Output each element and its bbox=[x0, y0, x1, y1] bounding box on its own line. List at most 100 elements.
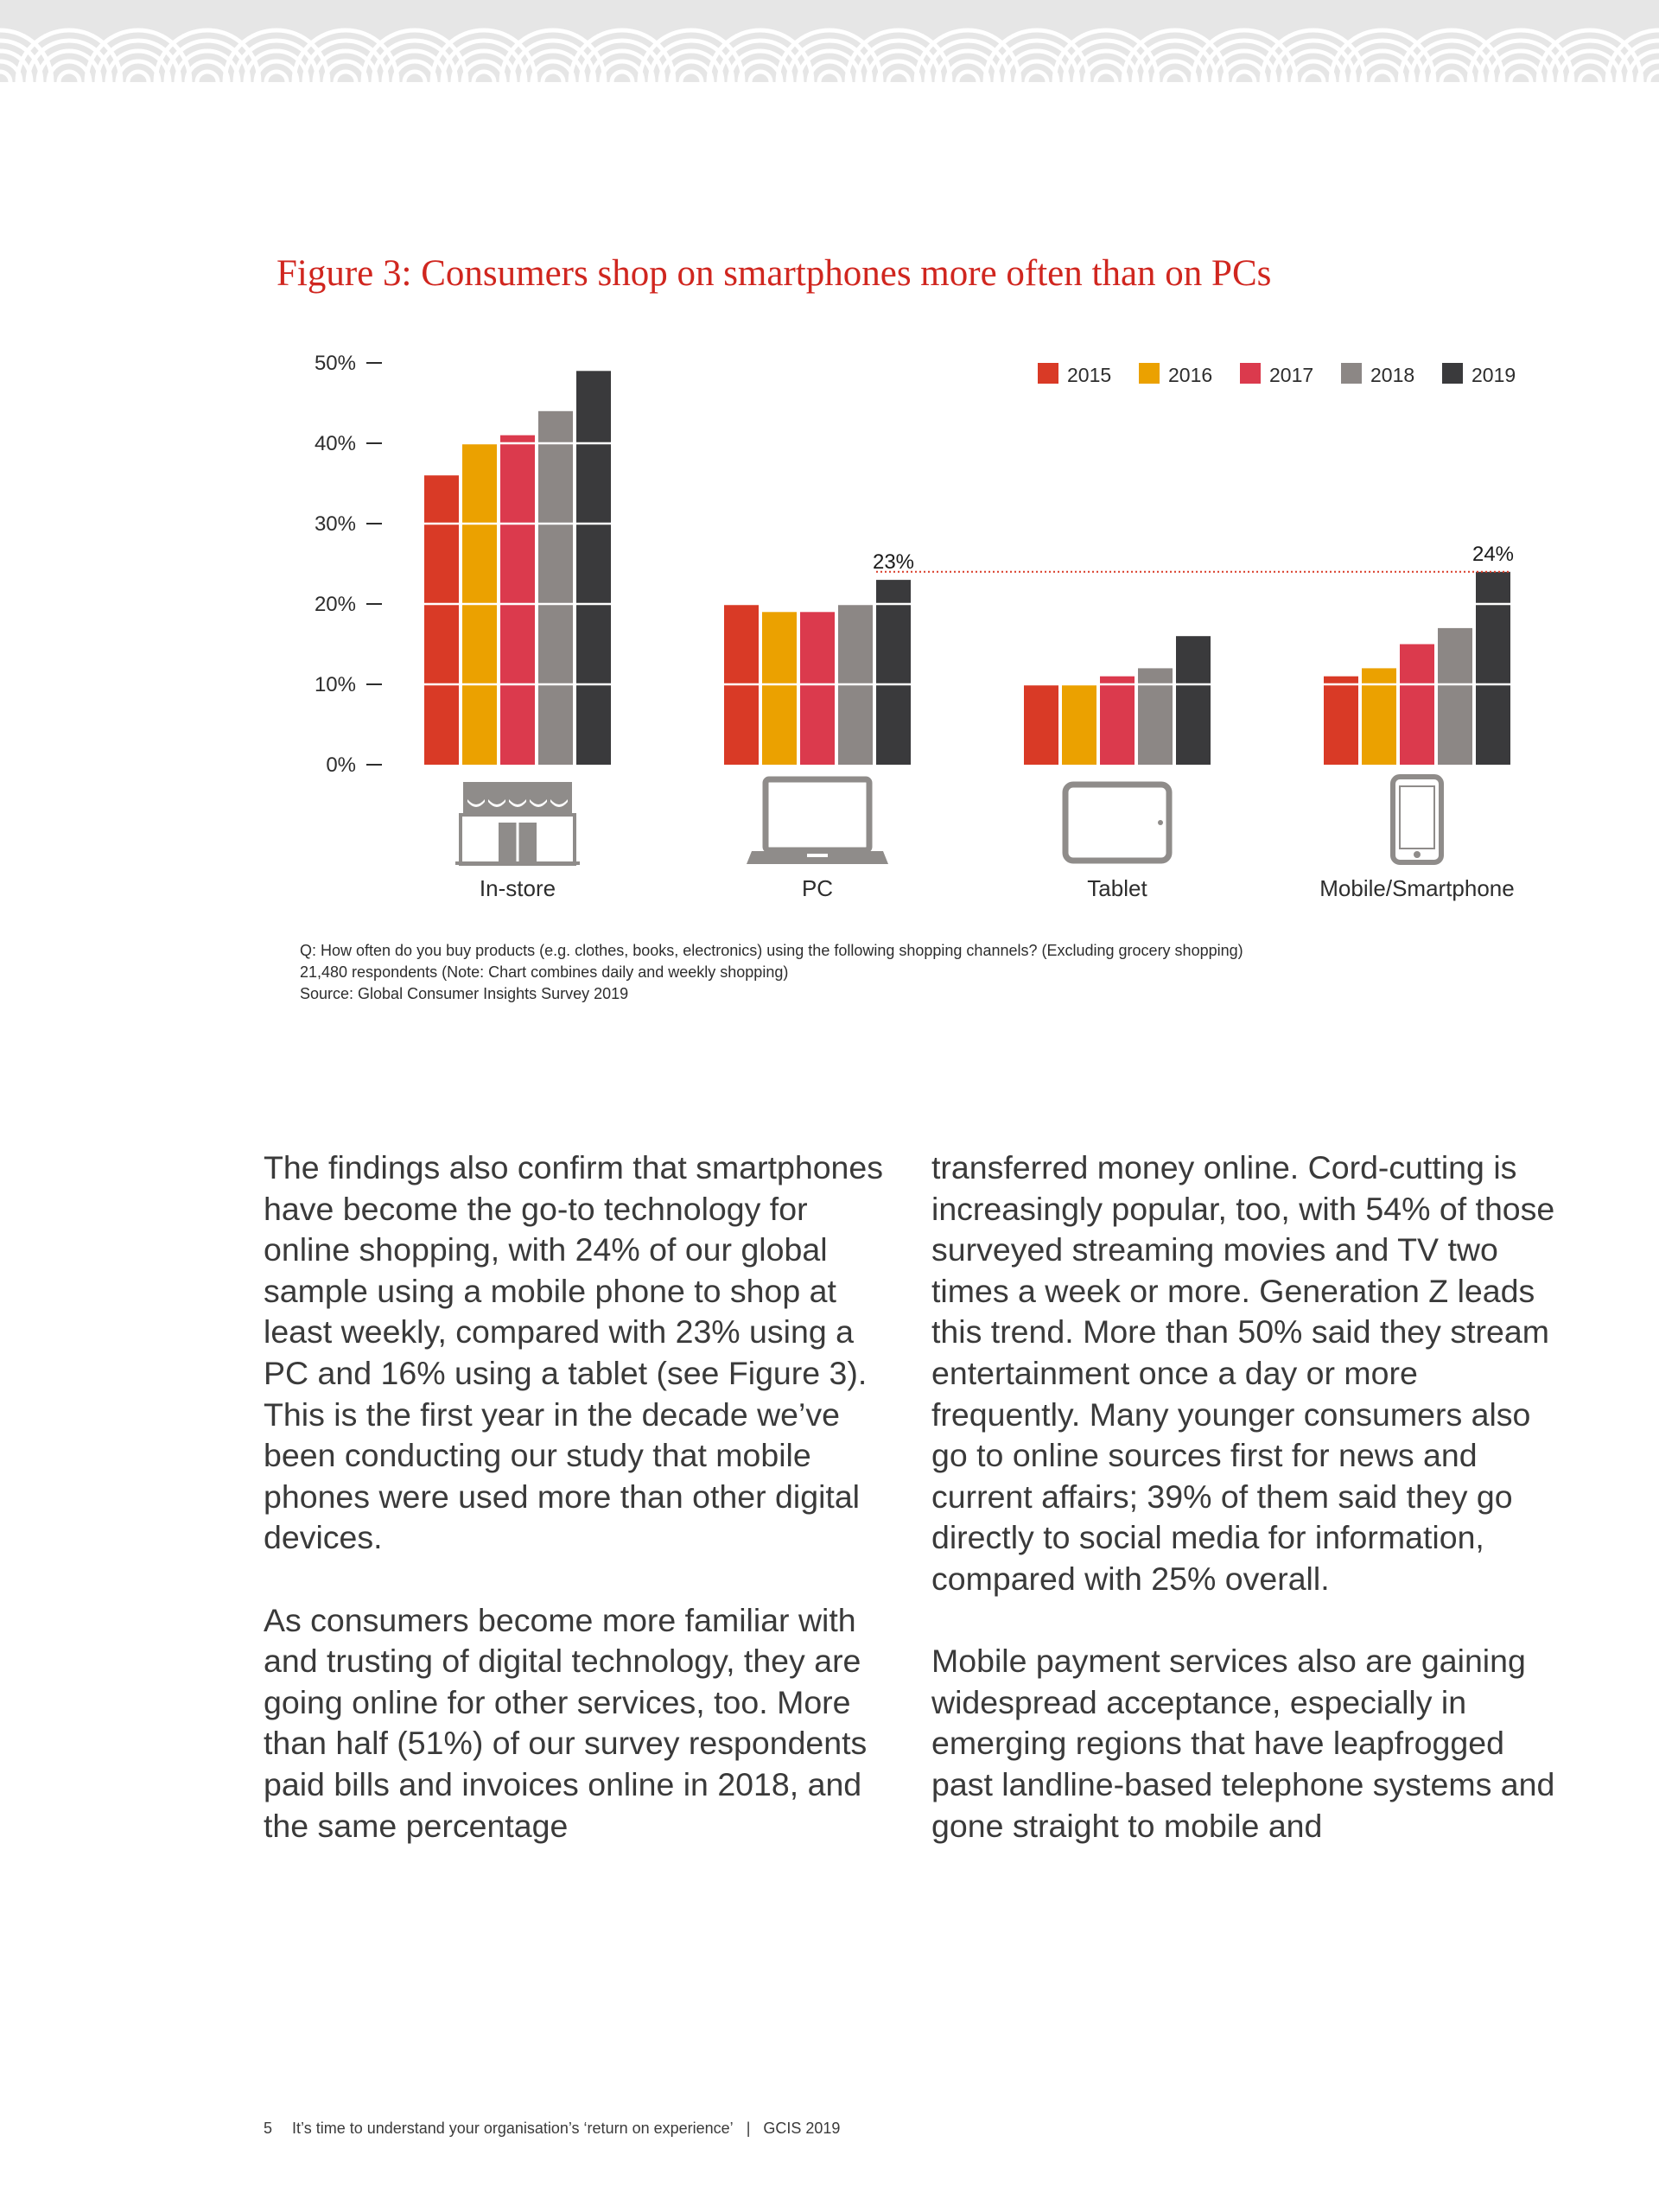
y-tick-label: 10% bbox=[315, 673, 356, 696]
pattern-arc bbox=[1567, 59, 1613, 82]
pattern-arc bbox=[371, 38, 459, 82]
bar bbox=[500, 435, 535, 765]
pattern-arc bbox=[806, 59, 853, 82]
bar bbox=[424, 475, 459, 765]
laptop-trackpad bbox=[807, 854, 828, 857]
chart-annotations: 23% 24% bbox=[873, 543, 1514, 574]
pattern-arc bbox=[934, 48, 1001, 82]
pattern-arc bbox=[844, 28, 953, 82]
y-tick-label: 40% bbox=[315, 432, 356, 455]
bar bbox=[1100, 676, 1135, 765]
pattern-arc bbox=[1418, 48, 1485, 82]
survey-question-note: Q: How often do you buy products (e.g. c… bbox=[300, 942, 1243, 959]
pattern-arc bbox=[1221, 59, 1268, 82]
legend-label: 2018 bbox=[1370, 364, 1414, 386]
footer-title: It’s time to understand your organisatio… bbox=[292, 2120, 734, 2137]
laptop-screen bbox=[762, 776, 873, 854]
pattern-arc bbox=[105, 48, 172, 82]
pattern-arc bbox=[25, 38, 113, 82]
bar bbox=[1176, 636, 1211, 765]
bar bbox=[1062, 684, 1096, 765]
pattern-arc bbox=[1211, 48, 1278, 82]
page-number: 5 bbox=[264, 2120, 273, 2137]
chart-legend: 2015 2016 2017 2018 2019 bbox=[1038, 363, 1516, 386]
pattern-arc bbox=[232, 38, 321, 82]
bar-groups bbox=[424, 371, 1510, 765]
body-column-right: transferred money online. Cord-cutting i… bbox=[931, 1147, 1562, 1888]
bar bbox=[1024, 684, 1058, 765]
x-axis-labels: In-store PC Tablet Mobile/Smartphone bbox=[480, 875, 1515, 901]
decorative-wave-pattern bbox=[0, 0, 1659, 82]
bar bbox=[1362, 668, 1396, 765]
bar bbox=[876, 580, 911, 765]
pattern-arc bbox=[35, 48, 103, 82]
pattern-arc bbox=[509, 38, 597, 82]
awning-scallop bbox=[509, 799, 526, 807]
pattern-arc bbox=[243, 48, 310, 82]
y-tick-label: 0% bbox=[326, 753, 356, 777]
pattern-arc bbox=[993, 38, 1081, 82]
pattern-arc bbox=[381, 48, 448, 82]
pattern-arc bbox=[115, 59, 162, 82]
pattern-arc bbox=[568, 28, 677, 82]
pattern-arc bbox=[153, 28, 262, 82]
pattern-arc bbox=[222, 28, 331, 82]
legend-swatch bbox=[1240, 363, 1261, 384]
pattern-arc bbox=[1152, 59, 1198, 82]
pattern-arc bbox=[1439, 69, 1465, 82]
pattern-arc bbox=[391, 59, 438, 82]
pattern-arc bbox=[1062, 38, 1150, 82]
pattern-arc bbox=[1300, 69, 1326, 82]
x-category-label: In-store bbox=[480, 875, 556, 901]
pattern-arc bbox=[955, 69, 981, 82]
laptop-icon bbox=[747, 776, 888, 864]
page-footer: 5 It’s time to understand your organisat… bbox=[264, 2120, 855, 2138]
pattern-arc bbox=[302, 38, 390, 82]
bar bbox=[1400, 644, 1434, 765]
pattern-arc bbox=[84, 28, 193, 82]
pattern-arc bbox=[174, 48, 241, 82]
awning-scallop bbox=[530, 799, 547, 807]
bar bbox=[800, 612, 835, 765]
pattern-arc bbox=[1024, 69, 1050, 82]
pattern-arc bbox=[1052, 28, 1160, 82]
paragraph: transferred money online. Cord-cutting i… bbox=[931, 1149, 1555, 1597]
pattern-arc bbox=[678, 69, 704, 82]
pattern-arc bbox=[94, 38, 182, 82]
pattern-arc bbox=[578, 38, 666, 82]
pattern-arc bbox=[322, 59, 369, 82]
pattern-arc bbox=[865, 48, 932, 82]
pattern-arc bbox=[440, 38, 528, 82]
legend-label: 2019 bbox=[1471, 364, 1516, 386]
pattern-arc bbox=[519, 48, 587, 82]
wave-pattern-graphic bbox=[0, 28, 1659, 82]
pattern-arc bbox=[855, 38, 943, 82]
pattern-arc bbox=[886, 69, 912, 82]
pattern-arc bbox=[1556, 48, 1624, 82]
pattern-arc bbox=[1121, 28, 1230, 82]
x-category-label: Tablet bbox=[1087, 875, 1147, 901]
pattern-arc bbox=[253, 59, 300, 82]
pattern-arc bbox=[1428, 59, 1475, 82]
y-axis: 0% 10% 20% 30% 40% 50% bbox=[315, 352, 382, 777]
source-note: Source: Global Consumer Insights Survey … bbox=[300, 985, 629, 1002]
annotation-label: 23% bbox=[873, 550, 914, 574]
pattern-arc bbox=[461, 59, 507, 82]
pattern-arc bbox=[499, 28, 607, 82]
pattern-arc bbox=[530, 59, 576, 82]
pattern-arc bbox=[1338, 38, 1427, 82]
legend-label: 2017 bbox=[1269, 364, 1313, 386]
pattern-arc bbox=[402, 69, 428, 82]
tablet-body bbox=[1062, 781, 1173, 864]
pattern-arc bbox=[1577, 69, 1603, 82]
pattern-arc bbox=[924, 38, 1012, 82]
pattern-arc bbox=[125, 69, 151, 82]
pattern-arc bbox=[194, 69, 220, 82]
pattern-arc bbox=[1269, 38, 1357, 82]
pattern-arc bbox=[658, 48, 725, 82]
pattern-arc bbox=[1408, 38, 1496, 82]
y-tick-label: 20% bbox=[315, 593, 356, 616]
pattern-arc bbox=[1328, 28, 1437, 82]
legend-swatch bbox=[1442, 363, 1463, 384]
pattern-arc bbox=[312, 48, 379, 82]
